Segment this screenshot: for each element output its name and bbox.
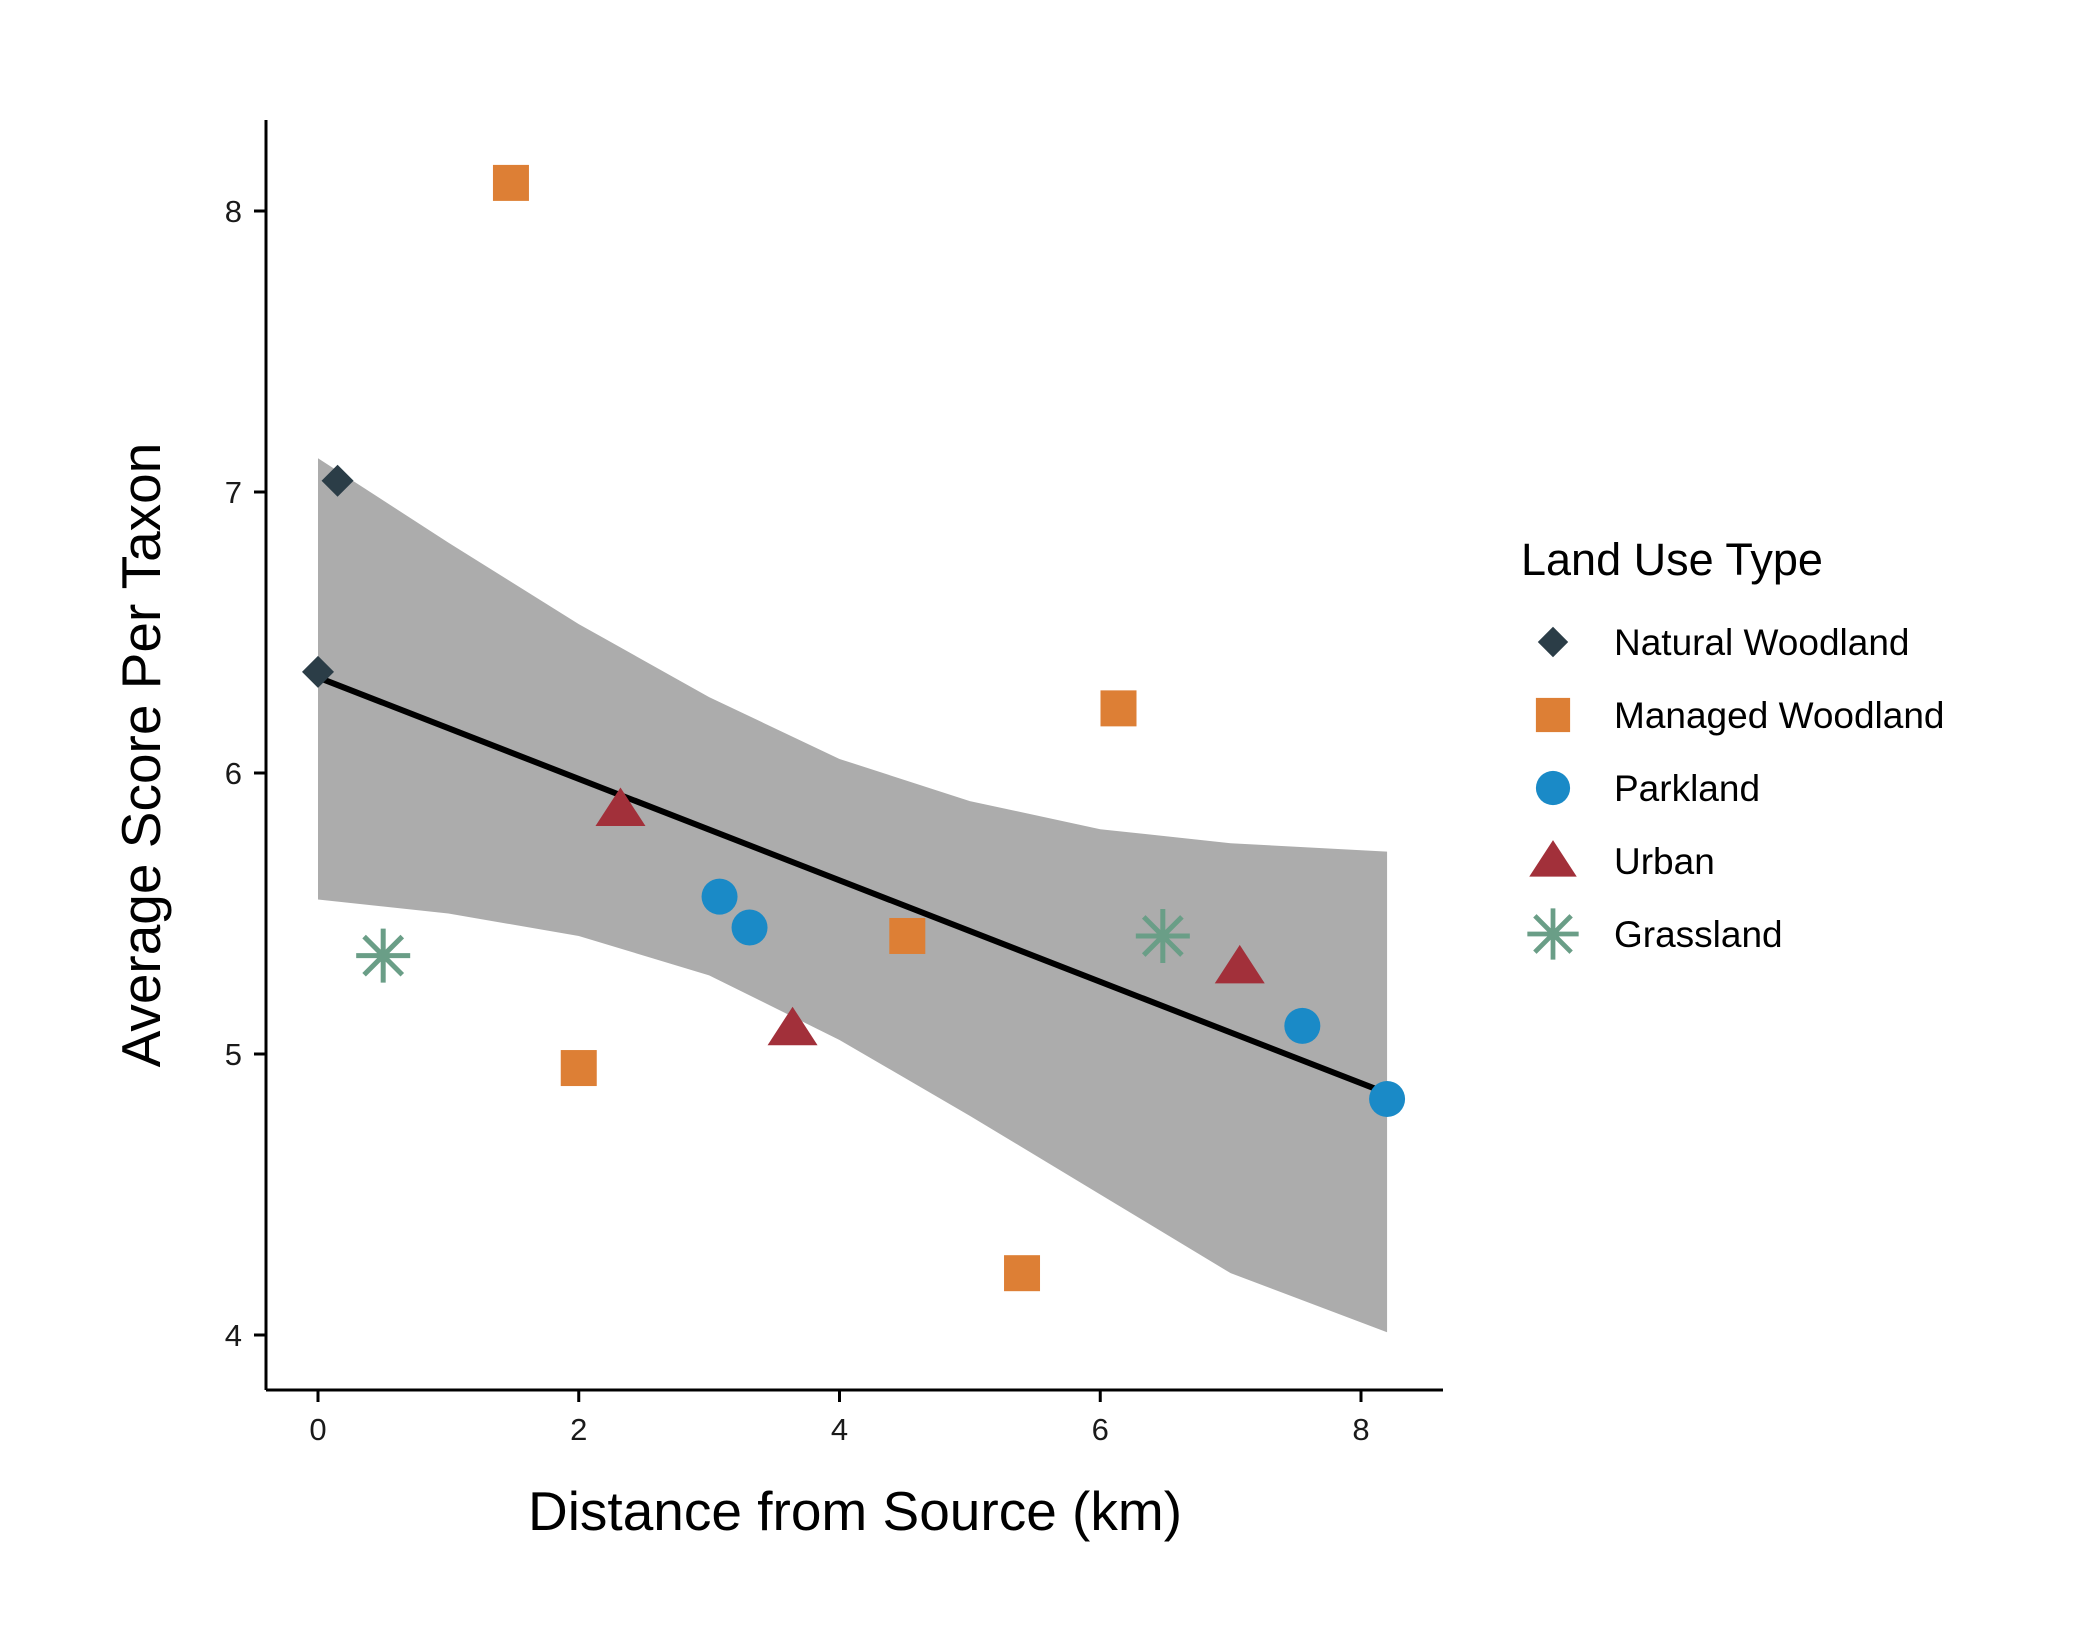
confidence-band [318, 458, 1388, 1333]
data-point-managed-woodland [889, 917, 926, 954]
legend-label: Parkland [1614, 768, 1760, 809]
legend: Land Use Type Natural Woodland Managed Wo… [1521, 534, 1945, 960]
x-tick-label: 8 [1352, 1412, 1369, 1447]
data-point-parkland [701, 878, 738, 915]
x-axis-title: Distance from Source (km) [528, 1480, 1182, 1542]
data-point-urban [767, 1006, 818, 1046]
legend-item-urban: Urban [1529, 840, 1715, 882]
data-point-urban [595, 787, 646, 827]
legend-item-managed-woodland: Managed Woodland [1535, 695, 1945, 736]
tick-labels: 0 2 4 6 8 4 5 6 7 8 [225, 194, 1370, 1447]
x-tick-label: 4 [831, 1412, 848, 1447]
legend-key-managed-woodland [1535, 697, 1571, 733]
data-point-parkland [1284, 1007, 1321, 1044]
data-point-managed-woodland [1004, 1255, 1041, 1292]
y-tick-label: 6 [225, 756, 242, 791]
regression-line-layer [316, 674, 1389, 1097]
y-tick-label: 4 [225, 1318, 242, 1353]
data-point-managed-woodland [560, 1050, 597, 1087]
data-point-natural-woodland [302, 655, 334, 688]
y-tick-label: 8 [225, 194, 242, 229]
legend-key-natural-woodland [1537, 626, 1569, 658]
y-tick-label: 5 [225, 1037, 242, 1072]
legend-item-grassland: Grassland [1527, 908, 1783, 960]
x-tick-label: 0 [309, 1412, 326, 1447]
legend-key-grassland [1527, 908, 1579, 960]
regression-line [316, 674, 1389, 1097]
data-point-natural-woodland [321, 464, 354, 497]
axes [254, 120, 1443, 1402]
data-point-parkland [731, 909, 768, 946]
legend-items: Natural Woodland Managed Woodland Parkland… [1527, 622, 1945, 960]
data-point-urban [1214, 944, 1265, 984]
data-point-grassland [356, 928, 411, 983]
legend-label: Managed Woodland [1614, 695, 1945, 736]
x-tick-label: 6 [1092, 1412, 1109, 1447]
data-point-managed-woodland [1100, 690, 1137, 727]
legend-label: Grassland [1614, 914, 1783, 955]
legend-label: Urban [1614, 841, 1715, 882]
legend-label: Natural Woodland [1614, 622, 1910, 663]
data-point-managed-woodland [492, 164, 529, 201]
legend-key-parkland [1535, 770, 1571, 806]
data-points-layer [302, 164, 1406, 1292]
confidence-band-layer [318, 458, 1388, 1333]
y-axis-title: Average Score Per Taxon [110, 443, 172, 1068]
legend-key-urban [1529, 840, 1577, 877]
data-point-parkland [1369, 1080, 1406, 1117]
legend-item-natural-woodland: Natural Woodland [1537, 622, 1910, 663]
legend-title: Land Use Type [1521, 534, 1823, 585]
x-tick-label: 2 [570, 1412, 587, 1447]
data-point-grassland [1135, 908, 1190, 963]
legend-item-parkland: Parkland [1535, 768, 1760, 809]
y-tick-label: 7 [225, 475, 242, 510]
